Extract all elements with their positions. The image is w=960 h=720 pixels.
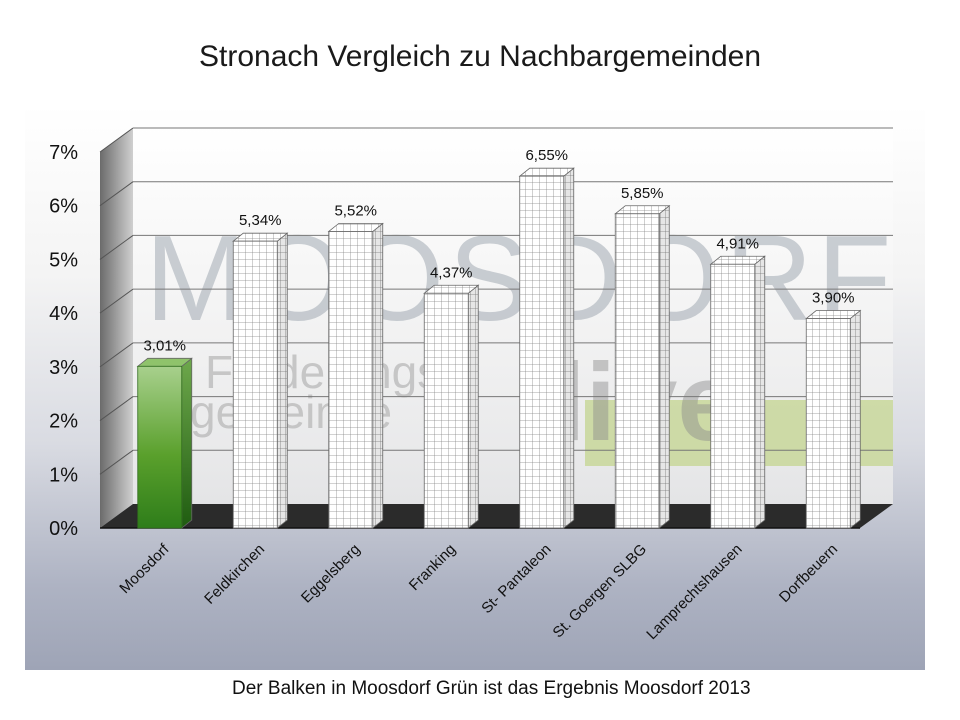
bar bbox=[423, 284, 480, 529]
bar-front bbox=[710, 263, 756, 529]
bar-side bbox=[849, 309, 861, 529]
data-label: 3,90% bbox=[812, 290, 855, 307]
left-wall bbox=[100, 128, 133, 528]
bar-front bbox=[423, 292, 469, 529]
bar-top bbox=[805, 310, 862, 319]
y-tick-label: 2% bbox=[49, 411, 78, 433]
bar-front bbox=[137, 365, 183, 529]
bar-side bbox=[467, 284, 479, 529]
x-tick-label: Franking bbox=[406, 541, 459, 594]
bar bbox=[518, 167, 575, 529]
floor bbox=[100, 504, 893, 528]
bar-front bbox=[232, 240, 278, 529]
y-tick-label: 1% bbox=[49, 464, 78, 486]
y-tick-label: 6% bbox=[49, 196, 78, 218]
gridline-wall bbox=[99, 181, 134, 207]
bar bbox=[232, 232, 289, 529]
gridline-wall bbox=[99, 449, 134, 475]
bar-top bbox=[518, 167, 575, 177]
bar-top bbox=[614, 205, 671, 215]
y-tick-label: 4% bbox=[49, 303, 78, 325]
bar-top bbox=[327, 223, 384, 232]
x-tick-label: Dorfbeuern bbox=[776, 541, 841, 606]
data-label: 5,85% bbox=[621, 185, 664, 202]
bar bbox=[709, 255, 766, 529]
data-label: 4,37% bbox=[430, 264, 473, 281]
gridline-wall bbox=[99, 235, 134, 260]
bar-front bbox=[614, 213, 660, 529]
gridline-wall bbox=[99, 288, 134, 314]
data-label: 5,34% bbox=[239, 212, 282, 229]
bar-top bbox=[136, 357, 193, 367]
bar-side bbox=[372, 222, 384, 529]
bar bbox=[136, 357, 193, 529]
y-tick-label: 5% bbox=[49, 249, 78, 271]
gridline-wall bbox=[99, 342, 134, 368]
x-tick-label: Lamprechtshausen bbox=[643, 541, 745, 643]
chart-title: Stronach Vergleich zu Nachbargemeinden bbox=[198, 40, 762, 73]
y-tick-label: 0% bbox=[49, 518, 78, 540]
bar-top bbox=[709, 255, 766, 265]
data-label: 4,91% bbox=[716, 235, 759, 252]
bar-side bbox=[181, 357, 193, 529]
bar bbox=[805, 309, 862, 529]
bar bbox=[327, 222, 384, 529]
bar-side bbox=[658, 204, 670, 529]
data-label: 3,01% bbox=[143, 337, 186, 354]
bar bbox=[614, 204, 671, 529]
y-tick-label: 3% bbox=[49, 357, 78, 379]
x-tick-label: Eggelsberg bbox=[298, 541, 364, 607]
bar-top bbox=[423, 284, 480, 294]
x-tick-label: St- Pantaleon bbox=[478, 541, 554, 617]
footnote: Der Balken in Moosdorf Grün ist das Erge… bbox=[232, 678, 751, 699]
bar-front bbox=[805, 318, 851, 529]
gridline-wall bbox=[99, 127, 134, 153]
bars: 3,01% 5,34% 5,52% 4,37% 6,55% 5,85% 4,91% 3,90% bbox=[136, 147, 862, 529]
bar-side bbox=[276, 232, 288, 529]
bar-side bbox=[754, 255, 766, 529]
y-tick-label: 7% bbox=[49, 142, 78, 164]
bar-front bbox=[519, 175, 565, 529]
x-tick-label: St. Goergen SLBG bbox=[550, 541, 650, 641]
x-axis-labels: Moosdorf Feldkirchen Eggelsberg Franking St-… bbox=[116, 540, 841, 643]
data-label: 6,55% bbox=[525, 147, 568, 164]
x-tick-label: Feldkirchen bbox=[201, 541, 268, 608]
bar-front bbox=[328, 231, 374, 529]
data-label: 5,52% bbox=[334, 202, 377, 219]
gridline-wall bbox=[99, 396, 134, 421]
bar-top bbox=[232, 232, 289, 242]
x-tick-label: Moosdorf bbox=[116, 540, 173, 597]
bar-side bbox=[563, 167, 575, 529]
